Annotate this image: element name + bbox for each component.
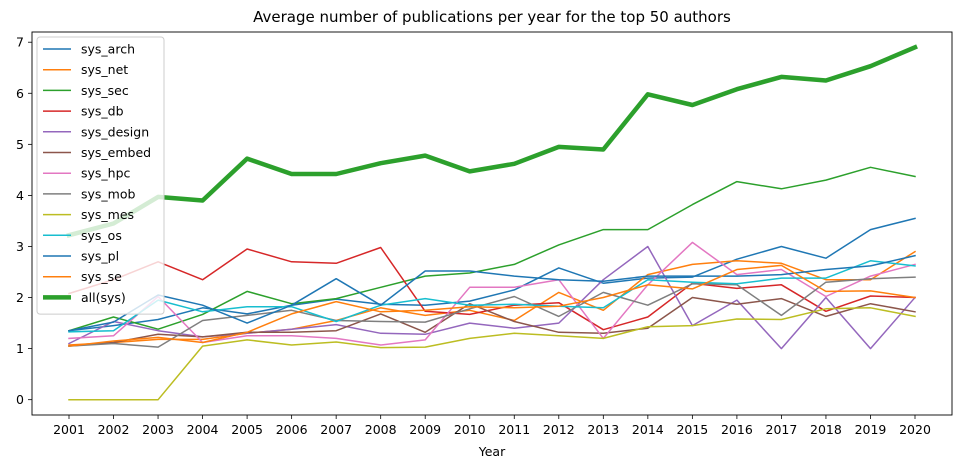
x-tick-label: 2002 (98, 422, 130, 437)
axes (31, 31, 953, 416)
legend-label-sys_sec: sys_sec (81, 83, 129, 98)
legend-label-sys_db: sys_db (81, 104, 124, 119)
y-tick-label: 7 (16, 35, 24, 50)
x-tick-label: 2005 (231, 422, 263, 437)
x-tick-label: 2012 (543, 422, 575, 437)
x-tick-label: 2008 (365, 422, 397, 437)
series-line-sys_design (67, 245, 917, 350)
x-tick-label: 2019 (855, 422, 887, 437)
series-lines (66, 44, 918, 401)
y-tick-label: 6 (16, 86, 24, 101)
x-tick-label: 2018 (810, 422, 842, 437)
legend-label-sys_design: sys_design (81, 124, 149, 139)
series-line-sys_db (68, 246, 916, 331)
x-tick-label: 2011 (498, 422, 530, 437)
x-tick-label: 2010 (454, 422, 486, 437)
series-line-sys_mes (68, 307, 916, 401)
legend-label-sys_mes: sys_mes (81, 207, 134, 222)
y-tick-label: 3 (16, 239, 24, 254)
series-line-sys_embed (68, 296, 916, 347)
legend-label-sys_pl: sys_pl (81, 249, 119, 264)
legend-label-sys_se: sys_se (81, 269, 122, 284)
series-line-sys_se (68, 264, 916, 347)
x-tick-label: 2020 (899, 422, 931, 437)
series-line-sys_pl (68, 254, 916, 332)
chart-title: Average number of publications per year … (253, 8, 731, 26)
series-line-sys_hpc (68, 241, 916, 346)
x-tick-label: 2009 (409, 422, 441, 437)
x-tick-label: 2007 (320, 422, 352, 437)
legend-label-sys_net: sys_net (81, 62, 128, 77)
x-tick-label: 2001 (53, 422, 85, 437)
x-tick-label: 2006 (276, 422, 308, 437)
series-line-all(sys) (66, 44, 918, 238)
y-tick-label: 4 (16, 188, 24, 203)
x-axis-label: Year (478, 444, 506, 459)
legend: sys_arch sys_net sys_sec sys_db sys_designsy… (36, 36, 165, 315)
x-tick-label: 2013 (587, 422, 619, 437)
series-line-sys_mob (68, 276, 916, 348)
y-tick-label: 2 (16, 290, 24, 305)
legend-label-sys_embed: sys_embed (81, 145, 151, 160)
x-tick-label: 2014 (632, 422, 664, 437)
x-tick-label: 2003 (142, 422, 174, 437)
x-tick-label: 2015 (676, 422, 708, 437)
y-tick-label: 0 (16, 392, 24, 407)
legend-label-sys_os: sys_os (81, 228, 122, 243)
legend-box (36, 36, 165, 315)
series-line-sys_os (68, 260, 916, 333)
x-tick-label: 2016 (721, 422, 753, 437)
plot-frame (31, 31, 953, 416)
legend-label-sys_arch: sys_arch (81, 42, 135, 57)
legend-label-sys_hpc: sys_hpc (81, 166, 131, 181)
legend-label-sys_mob: sys_mob (81, 186, 135, 201)
tick-labels: 2001 2002 2003 2004 2005 2006 2007 2008 2009 2010… (16, 35, 931, 437)
x-tick-label: 2017 (766, 422, 798, 437)
x-tick-label: 2004 (187, 422, 219, 437)
legend-label-all(sys): all(sys) (81, 290, 126, 305)
series-line-sys_net (68, 250, 917, 346)
y-tick-label: 5 (16, 137, 24, 152)
y-tick-label: 1 (16, 341, 24, 356)
